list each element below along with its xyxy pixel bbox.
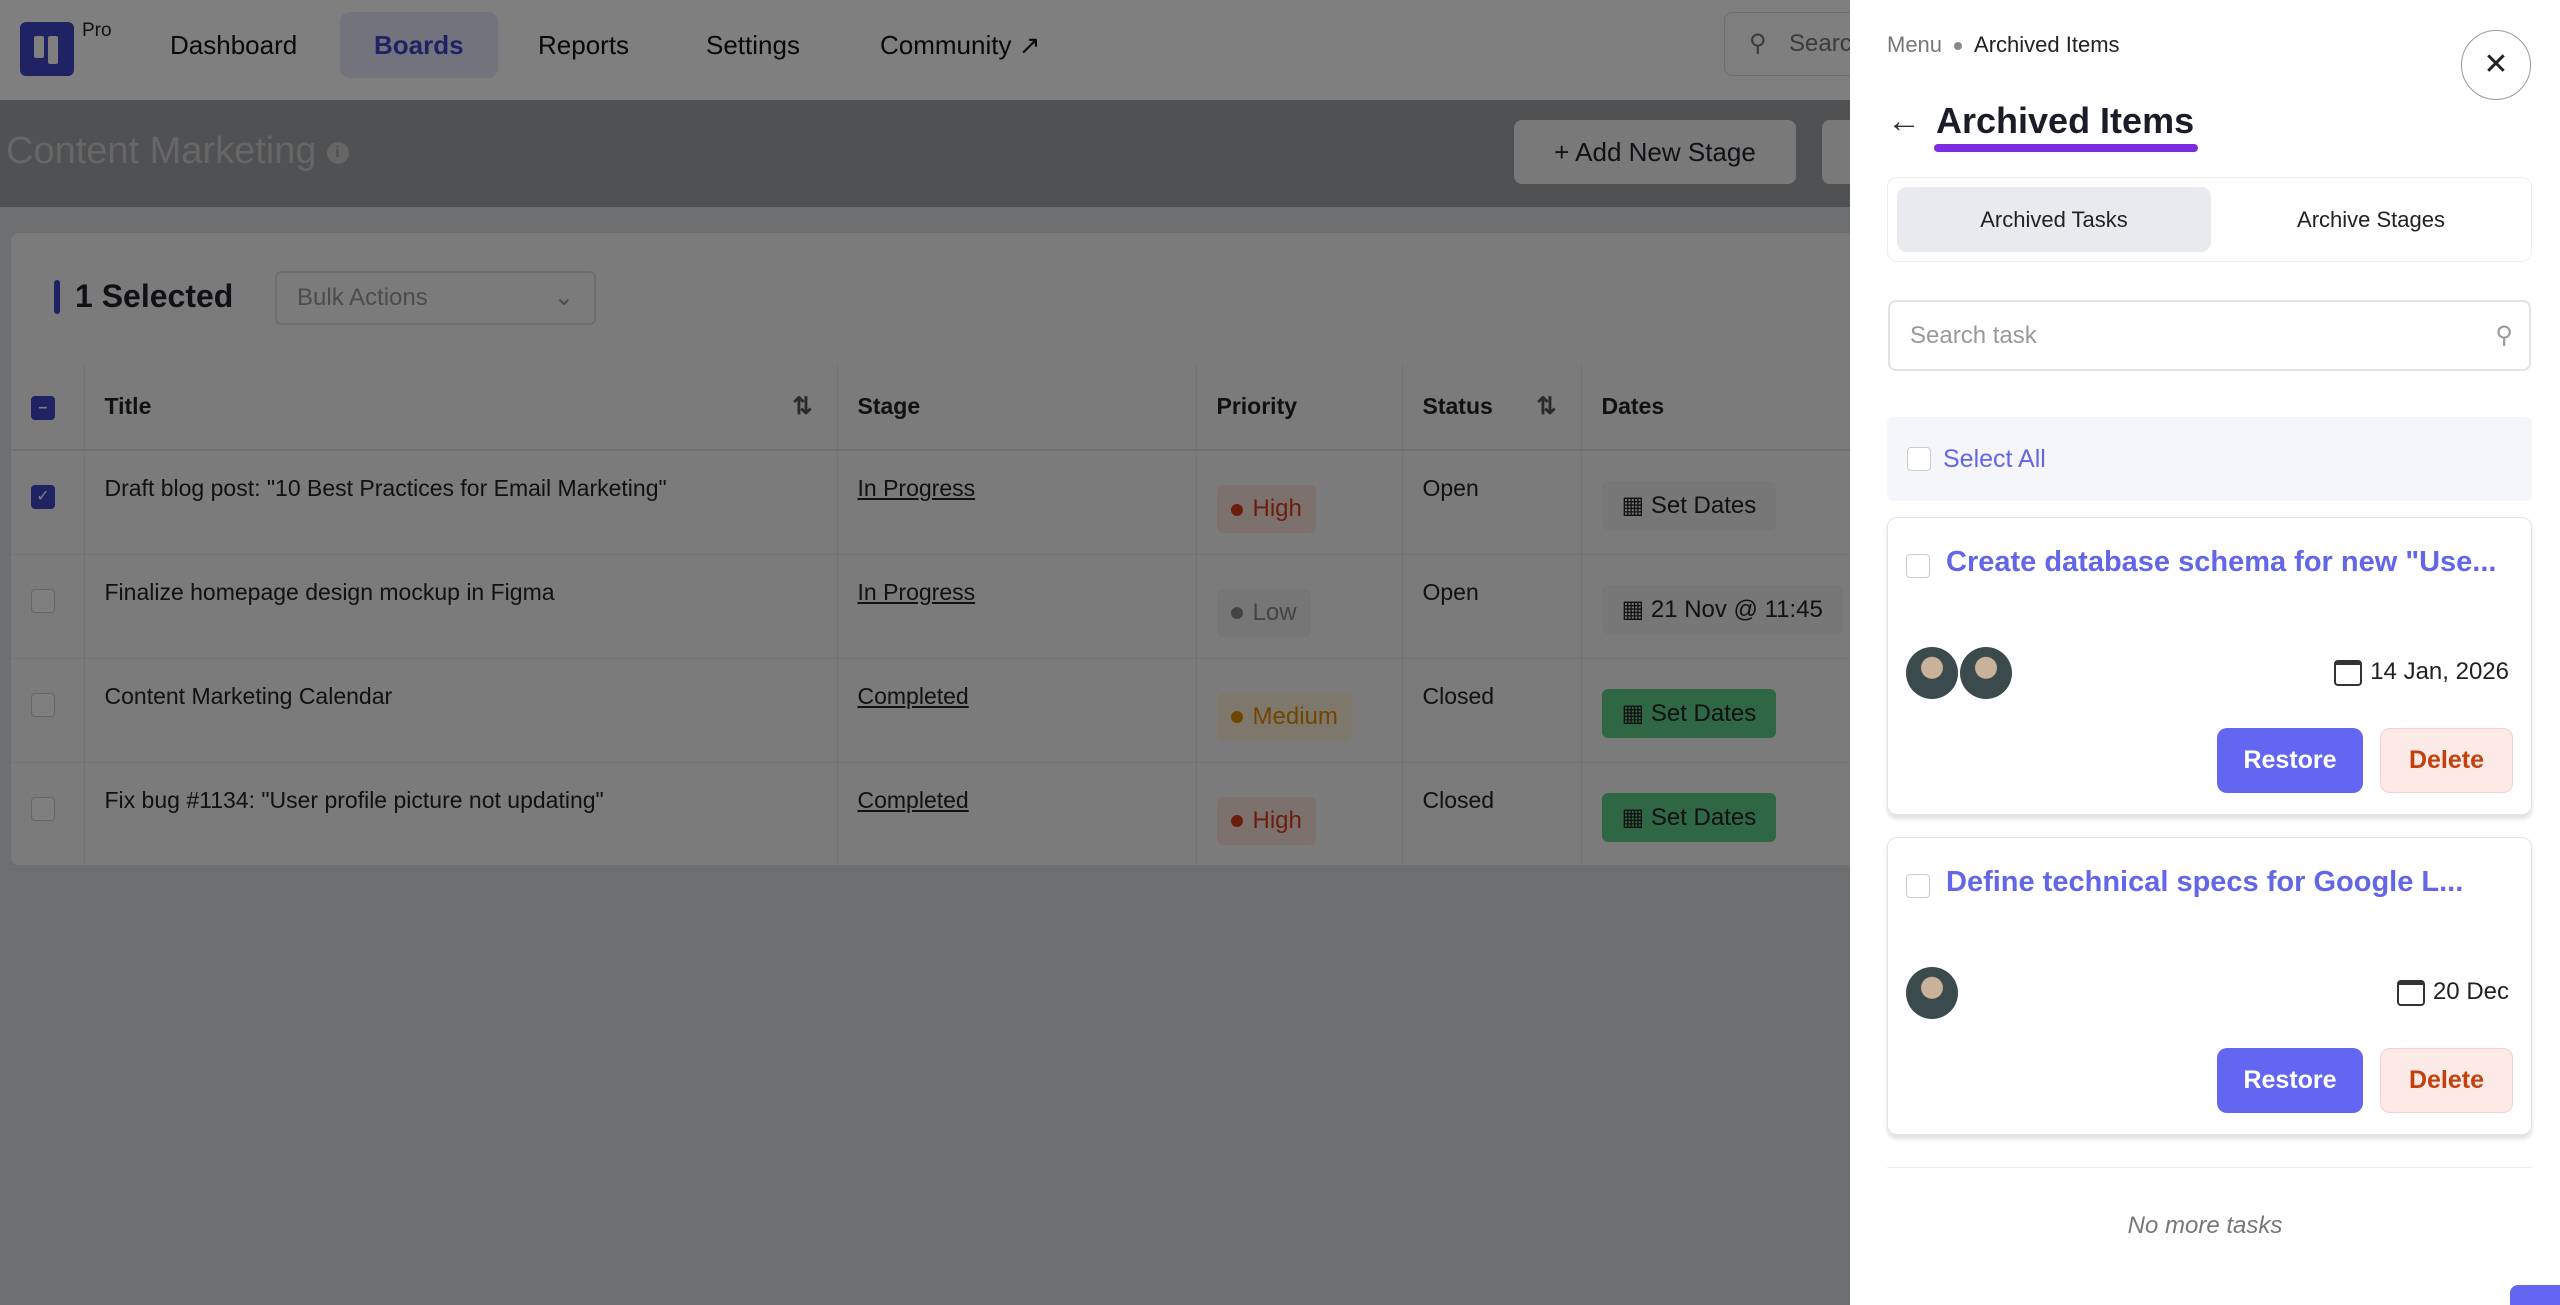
avatar[interactable]	[1960, 647, 2012, 699]
archived-items-drawer: Menu Archived Items ✕ ← Archived Items Ar…	[1850, 0, 2560, 1305]
select-all-checkbox[interactable]	[1907, 447, 1931, 471]
avatar[interactable]	[1906, 967, 1958, 1019]
select-all-label[interactable]: Select All	[1943, 445, 2046, 473]
archived-task-card: Define technical specs for Google L... 2…	[1887, 837, 2532, 1135]
search-task-input[interactable]: Search task ⚲	[1888, 300, 2531, 371]
back-arrow-icon[interactable]: ←	[1887, 102, 1921, 140]
calendar-icon	[2334, 659, 2363, 686]
due-date: 20 Dec	[2396, 978, 2509, 1006]
archive-tabs: Archived Tasks Archive Stages	[1887, 177, 2532, 262]
tab-archived-tasks[interactable]: Archived Tasks	[1897, 187, 2211, 252]
search-icon: ⚲	[2495, 322, 2513, 349]
archived-task-title[interactable]: Define technical specs for Google L...	[1946, 866, 2464, 898]
close-icon[interactable]: ✕	[2461, 30, 2531, 100]
modal-backdrop[interactable]	[0, 0, 1850, 1305]
restore-button[interactable]: Restore	[2217, 728, 2363, 793]
tab-archive-stages[interactable]: Archive Stages	[2297, 207, 2445, 232]
title-underline	[1934, 144, 2198, 152]
breadcrumb-separator	[1954, 42, 1963, 51]
panel-title: Archived Items	[1936, 100, 2195, 141]
breadcrumb-menu[interactable]: Menu	[1887, 32, 1943, 57]
due-date: 14 Jan, 2026	[2334, 658, 2509, 686]
task-checkbox[interactable]	[1906, 874, 1930, 898]
breadcrumb: Menu Archived Items	[1887, 32, 2120, 58]
delete-button[interactable]: Delete	[2380, 728, 2513, 793]
due-date-text: 14 Jan, 2026	[2370, 658, 2509, 685]
breadcrumb-current: Archived Items	[1974, 32, 2120, 57]
task-checkbox[interactable]	[1906, 554, 1930, 578]
select-all-row[interactable]: Select All	[1887, 417, 2532, 501]
floating-action-button[interactable]	[2510, 1285, 2560, 1305]
archived-task-card: Create database schema for new "Use... 1…	[1887, 517, 2532, 815]
avatar[interactable]	[1906, 647, 1958, 699]
calendar-icon	[2396, 979, 2425, 1006]
divider	[1887, 1167, 2532, 1168]
no-more-tasks: No more tasks	[2127, 1212, 2283, 1239]
search-placeholder: Search task	[1910, 322, 2037, 349]
restore-button[interactable]: Restore	[2217, 1048, 2363, 1113]
due-date-text: 20 Dec	[2432, 978, 2509, 1005]
delete-button[interactable]: Delete	[2380, 1048, 2513, 1113]
archived-task-title[interactable]: Create database schema for new "Use...	[1946, 546, 2497, 578]
